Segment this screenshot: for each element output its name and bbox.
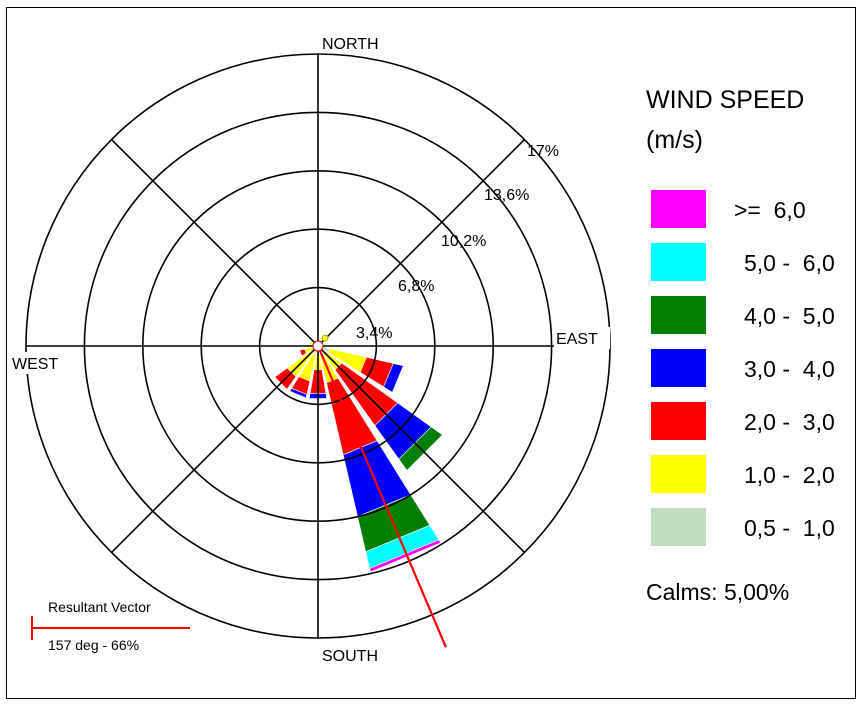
west-label: WEST [12, 356, 58, 373]
legend-label-4: 3,0 - 4,0 [744, 356, 835, 382]
legend-label-3: 4,0 - 5,0 [744, 303, 835, 329]
resultant-vector-legend: Resultant Vector 157 deg - 66% [31, 599, 190, 653]
petal-157.5-segment-7 [369, 539, 442, 573]
west-label-bg [10, 352, 70, 374]
ring-label-4: 13,6% [484, 187, 529, 204]
east-label-bg [554, 327, 610, 349]
ring-label-3: 10,2% [441, 233, 486, 250]
legend-label-2: 5,0 - 6,0 [744, 250, 835, 276]
legend: WIND SPEED (m/s) >= 6,0 5,0 - 6,0 4,0 - 5,… [646, 86, 835, 605]
south-label-bg [320, 645, 404, 665]
ring-label-2: 6,8% [398, 278, 434, 295]
south-label: SOUTH [322, 648, 378, 665]
ring-label-5: 17% [527, 143, 559, 160]
legend-swatch-1 [651, 190, 706, 228]
east-label: EAST [556, 331, 598, 348]
legend-swatch-7 [651, 508, 706, 546]
petal-247.5-segment-3 [299, 348, 307, 357]
legend-swatch-4 [651, 349, 706, 387]
calms-label: Calms: 5,00% [646, 579, 789, 605]
calm-center-yellow [321, 334, 329, 342]
legend-label-1: >= 6,0 [734, 197, 806, 223]
ring-label-1: 3,4% [356, 325, 392, 342]
legend-swatch-2 [651, 243, 706, 281]
legend-swatch-3 [651, 296, 706, 334]
resultant-vector-title: Resultant Vector [48, 599, 151, 615]
north-label-bg [320, 33, 406, 53]
legend-items: >= 6,0 5,0 - 6,0 4,0 - 5,0 3,0 - 4,0 2,0 - 3… [651, 190, 835, 546]
resultant-vector-line [316, 345, 447, 648]
legend-title-line2: (m/s) [646, 126, 703, 154]
petal-112.5-segment-4 [383, 363, 404, 393]
legend-label-7: 0,5 - 1,0 [744, 515, 835, 541]
legend-swatch-5 [651, 402, 706, 440]
calm-center-dot [312, 340, 324, 352]
legend-label-6: 1,0 - 2,0 [744, 462, 835, 488]
legend-title-line1: WIND SPEED [646, 86, 804, 114]
petal-202.5-segment-4 [289, 387, 308, 399]
north-label: NORTH [322, 36, 379, 53]
legend-swatch-6 [651, 455, 706, 493]
legend-label-5: 2,0 - 3,0 [744, 409, 835, 435]
resultant-vector-text: 157 deg - 66% [48, 637, 139, 653]
